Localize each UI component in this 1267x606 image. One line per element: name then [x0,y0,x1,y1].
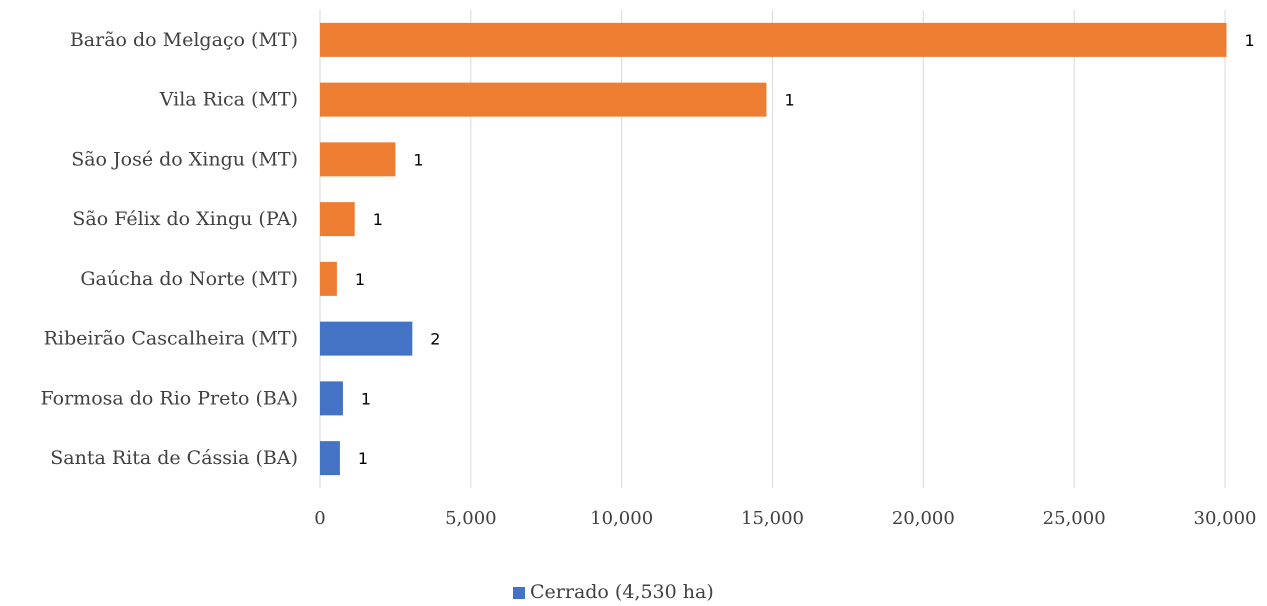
legend: Cerrado (4,530 ha) [513,581,714,603]
bar [320,82,767,117]
data-label: 1 [373,210,383,229]
x-tick-label: 5,000 [445,508,497,529]
bar [320,321,413,356]
bar [320,261,337,296]
bar [320,142,396,177]
category-label: Formosa do Rio Preto (BA) [41,387,298,409]
x-tick-label: 15,000 [741,508,804,529]
data-label: 1 [358,449,368,468]
bars [320,22,1227,476]
data-label: 1 [1245,31,1255,50]
bar [320,441,340,476]
category-label: Santa Rita de Cássia (BA) [50,447,298,469]
x-tick-label: 30,000 [1194,508,1257,529]
bar [320,381,343,416]
x-tick-label: 20,000 [892,508,955,529]
category-label: São Félix do Xingu (PA) [72,208,298,230]
data-label: 1 [413,150,423,169]
x-tick-label: 0 [314,508,325,529]
category-label: Gaúcha do Norte (MT) [80,268,298,290]
x-tick-label: 25,000 [1043,508,1106,529]
data-label: 2 [430,330,440,349]
data-label: 1 [784,91,794,110]
legend-label-cerrado: Cerrado (4,530 ha) [530,581,714,603]
category-label: Vila Rica (MT) [159,89,298,111]
data-label: 1 [355,270,365,289]
legend-swatch-cerrado [513,587,525,599]
x-tick-label: 10,000 [590,508,653,529]
category-labels: Barão do Melgaço (MT) Vila Rica (MT) São J… [41,29,298,469]
gridlines [319,10,1226,488]
bar [320,202,355,237]
category-label: Barão do Melgaço (MT) [70,29,298,51]
bar [320,22,1227,57]
data-labels: 1 1 1 1 1 2 1 1 [355,31,1255,468]
category-label: São José do Xingu (MT) [71,148,298,170]
x-axis-tick-labels: 0 5,000 10,000 15,000 20,000 25,000 30,000 [314,508,1256,529]
data-label: 1 [361,389,371,408]
category-label: Ribeirão Cascalheira (MT) [44,328,298,350]
